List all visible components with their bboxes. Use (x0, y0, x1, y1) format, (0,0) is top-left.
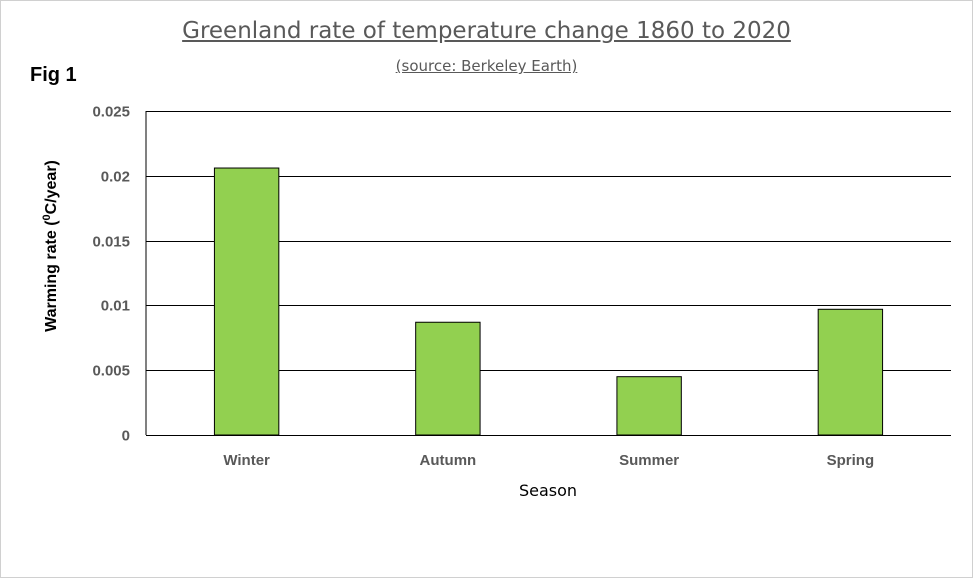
bar-winter (213, 167, 280, 436)
x-tick-label-autumn: Autumn (420, 452, 477, 469)
y-tick-label: 0.01 (101, 298, 130, 315)
x-tick-label-spring: Spring (827, 452, 875, 469)
bar-spring (817, 308, 884, 436)
figure-label: Fig 1 (30, 64, 77, 86)
gridlines (145, 111, 951, 436)
y-tick-label: 0.025 (92, 104, 130, 121)
bar-summer (616, 376, 682, 436)
y-tick-label: 0 (122, 428, 130, 445)
chart-title: Greenland rate of temperature change 186… (182, 18, 791, 44)
x-tick-label-winter: Winter (223, 452, 270, 469)
chart-subtitle: (source: Berkeley Earth) (395, 57, 578, 75)
y-axis-ticks: 0 0.005 0.01 0.015 0.02 0.025 (92, 104, 130, 445)
y-tick-label: 0.005 (92, 363, 130, 380)
x-tick-label-summer: Summer (619, 452, 679, 469)
x-axis-title: Season (519, 481, 577, 500)
bar-autumn (415, 321, 481, 436)
y-axis-title: Warming rate (0C/year) (41, 160, 60, 332)
x-axis-ticks: Winter Autumn Summer Spring (223, 452, 874, 469)
y-tick-label: 0.02 (101, 169, 130, 186)
bars (213, 167, 884, 436)
y-tick-label: 0.015 (92, 234, 130, 251)
